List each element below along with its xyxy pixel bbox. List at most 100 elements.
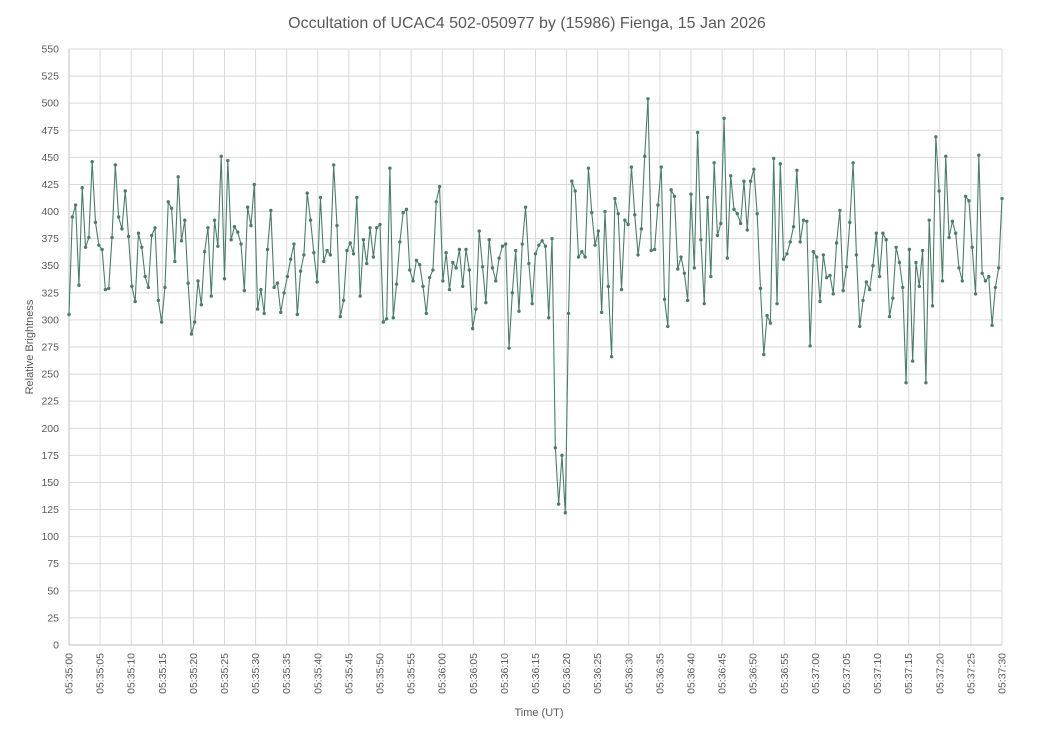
data-point [616,212,620,216]
data-point [748,179,753,183]
data-point [805,219,809,223]
data-point [669,188,673,192]
data-point [904,381,908,385]
data-point [97,243,101,247]
data-point [398,240,402,244]
data-point [517,309,521,313]
data-point [924,381,928,385]
x-tick-label: 05:35:55 [406,653,418,694]
data-point [854,253,859,257]
data-point [159,320,164,324]
data-point [996,266,1001,270]
data-point [126,234,131,239]
data-point [120,227,124,231]
data-point [791,225,796,229]
data-point [269,208,273,213]
data-point [656,203,660,207]
data-point [550,236,554,241]
data-point [877,274,882,279]
data-point [123,189,127,193]
data-point [255,307,260,311]
data-point [348,241,352,245]
data-point [642,154,647,158]
data-point [441,279,445,283]
data-point [236,230,240,234]
x-tick-label: 05:36:55 [779,653,791,694]
data-point [682,271,687,276]
y-tick-label: 400 [41,206,59,218]
data-point [752,167,756,171]
data-point [322,259,326,264]
y-tick-label: 350 [41,260,59,272]
data-point [272,285,276,290]
data-point [570,179,574,183]
data-point [871,264,875,268]
data-point [834,241,839,245]
data-point [808,344,812,348]
series-brightness [67,97,1004,515]
data-point [305,191,309,195]
data-point [232,225,237,229]
x-tick-label: 05:35:30 [250,653,262,694]
data-point [431,268,435,272]
data-point [259,287,263,292]
data-point [838,208,842,213]
data-point [867,287,872,292]
data-point [533,252,538,256]
data-point [80,186,84,190]
data-point [83,245,88,250]
data-point [116,215,121,219]
data-point [633,213,637,217]
data-point [219,154,223,158]
data-point [156,298,161,303]
data-point [537,243,541,247]
data-point [818,299,822,304]
data-point [901,285,905,290]
data-point [547,316,551,320]
data-point [100,247,104,252]
data-point [801,218,806,222]
data-point [970,245,974,250]
data-point [140,245,144,250]
data-point [183,218,187,222]
data-point [381,320,386,324]
data-point [603,209,607,214]
data-point [226,158,230,163]
data-point [729,174,733,178]
data-point [470,326,475,331]
x-tick-label: 05:36:15 [530,653,542,694]
data-point [910,359,915,363]
data-point [590,210,594,215]
data-point [1000,196,1004,201]
data-point [520,242,524,246]
data-point [67,312,71,317]
data-point [242,288,247,293]
data-point [414,258,419,263]
x-tick-label: 05:36:40 [686,653,698,694]
y-tick-label: 50 [47,585,59,597]
data-point [384,317,389,321]
y-tick-label: 475 [41,125,59,137]
data-point [841,288,845,293]
data-point [884,238,888,242]
data-point [785,252,789,256]
data-point [454,266,458,270]
data-point [953,231,958,235]
data-point [474,307,478,311]
data-point [179,239,184,243]
data-point [338,314,342,319]
x-tick-label: 05:35:25 [219,653,231,694]
data-point [580,249,584,254]
data-point [378,222,382,227]
data-point [606,284,610,289]
data-point [325,248,329,253]
x-tick-label: 05:35:10 [126,653,138,694]
data-point [795,168,799,173]
data-point [745,228,749,232]
data-point [543,244,548,248]
data-point [212,218,217,222]
data-point [947,235,951,240]
data-point [136,231,141,235]
data-point [613,196,617,201]
y-tick-label: 100 [41,531,59,543]
